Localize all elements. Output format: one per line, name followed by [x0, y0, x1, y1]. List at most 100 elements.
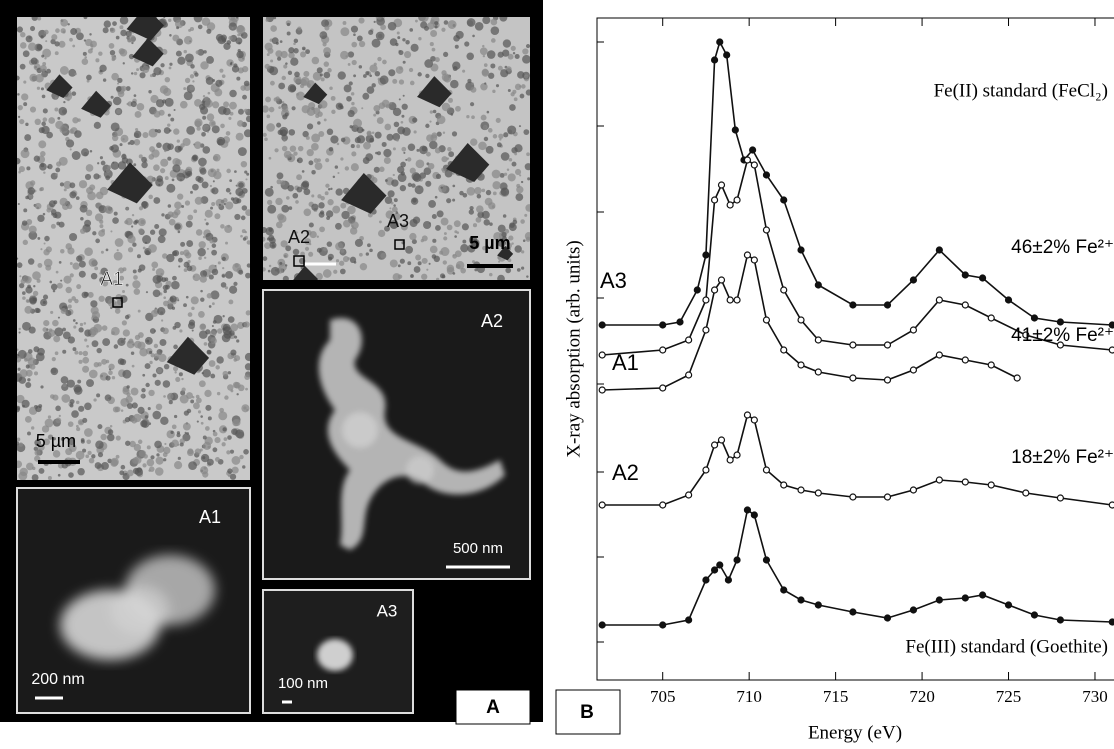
spectrum-point — [750, 416, 758, 424]
spectrum-point — [743, 506, 752, 514]
spectrum-point — [750, 511, 758, 519]
spectrum-point — [814, 489, 822, 497]
fe2-fraction-label: 46±2% Fe²⁺ — [1011, 237, 1114, 258]
spectrum-point — [797, 316, 805, 324]
spectrum-point — [762, 226, 771, 234]
x-tick-label: 715 — [823, 687, 849, 706]
panel-label: A — [486, 697, 500, 718]
spectrum-point — [978, 274, 987, 282]
plot-frame — [596, 17, 1114, 681]
spectrum-point — [598, 501, 606, 509]
spectrum-point — [1004, 296, 1013, 304]
fe2-fraction-label: 41±2% Fe²⁺ — [1011, 325, 1114, 346]
site-label: A3 — [387, 211, 409, 231]
spectrum-point — [1030, 611, 1039, 619]
series-label: A3 — [600, 268, 627, 293]
spectrum-point — [814, 601, 822, 609]
spectrum-point — [883, 493, 892, 501]
spectrum-point — [710, 286, 719, 294]
spectrum-point — [659, 384, 667, 392]
x-tick-label: 730 — [1082, 687, 1108, 706]
spectrum-point — [717, 276, 726, 284]
spectrum-point — [762, 316, 771, 324]
scale-label: 500 nm — [453, 540, 503, 557]
fe2-fraction-label: 18±2% Fe²⁺ — [1011, 447, 1114, 468]
spectrum-point — [1056, 318, 1064, 326]
spectrum-point — [909, 366, 918, 374]
spectrum-point — [702, 326, 710, 334]
spectrum-point — [987, 314, 995, 322]
spectrum-point — [909, 486, 918, 494]
spectrum-point — [750, 161, 758, 169]
spectrum-point — [849, 301, 857, 309]
spectrum-point — [961, 594, 969, 602]
spectrum-point — [883, 376, 892, 384]
spectrum-point — [935, 296, 943, 304]
spectrum-point — [685, 371, 693, 379]
spectrum-point — [797, 361, 805, 369]
spectrum-point — [726, 456, 734, 464]
zoom-image-a1: A1 200 nm — [16, 487, 251, 714]
spectrum-point — [797, 596, 805, 604]
spectrum-point — [849, 493, 857, 501]
spectrum-point — [1108, 501, 1114, 509]
spectrum-point — [762, 466, 771, 474]
spectrum-point — [685, 491, 693, 499]
spectrum-point — [1108, 618, 1114, 626]
x-tick-label: 720 — [909, 687, 935, 706]
zoom-image-a2: A2 500 nm — [262, 289, 531, 580]
panel-label-box — [555, 689, 621, 735]
spectrum-point — [685, 616, 693, 624]
spectrum-point — [961, 301, 969, 309]
spectrum-point — [723, 51, 731, 59]
panel-label-box — [455, 689, 531, 725]
overview-image-left — [17, 17, 250, 480]
spectrum-point — [849, 341, 857, 349]
spectrum-point — [716, 38, 724, 46]
overview-image-right — [263, 17, 530, 280]
spectrum-point — [883, 614, 892, 622]
spectrum-point — [733, 451, 741, 459]
spectrum-point — [659, 346, 667, 354]
spectrum-point — [598, 621, 606, 629]
spectrum-point — [710, 56, 719, 64]
spectrum-point — [780, 196, 788, 204]
y-axis-label: X-ray absorption (arb. units) — [563, 240, 584, 457]
spectrum-point — [685, 336, 693, 344]
spectrum-point — [1056, 341, 1064, 349]
site-label: A2 — [481, 311, 503, 331]
spectrum-point — [1013, 374, 1021, 382]
spectrum-point — [909, 606, 918, 614]
spectrum-point — [1004, 601, 1013, 609]
spectrum-point — [797, 486, 805, 494]
spectrum-point — [717, 436, 726, 444]
spectrum-point — [659, 621, 667, 629]
spectrum-point — [726, 201, 734, 209]
spectrum-point — [1022, 489, 1030, 497]
spectrum-point — [733, 196, 741, 204]
spectrum-point — [598, 351, 606, 359]
spectrum-point — [909, 326, 918, 334]
spectrum-point — [780, 346, 788, 354]
spectrum-point — [731, 126, 739, 134]
spectrum-point — [987, 481, 995, 489]
spectrum-point — [961, 271, 969, 279]
spectrum-point — [762, 171, 771, 179]
spectrum-point — [743, 251, 752, 259]
spectrum-point — [762, 556, 771, 564]
spectrum-point — [702, 466, 710, 474]
spectrum-point — [883, 301, 892, 309]
spectrum-point — [749, 146, 757, 154]
spectrum-point — [743, 156, 752, 164]
site-marker — [293, 255, 305, 267]
series-label: A2 — [612, 460, 639, 485]
spectrum-point — [987, 361, 995, 369]
x-axis-label: Energy (eV) — [808, 722, 902, 743]
spectrum-point — [780, 586, 788, 594]
site-label: A1 — [199, 507, 221, 527]
site-marker — [112, 297, 123, 308]
spectrum-point — [710, 196, 719, 204]
spectrum-point — [814, 281, 822, 289]
spectrum-point — [733, 556, 741, 564]
